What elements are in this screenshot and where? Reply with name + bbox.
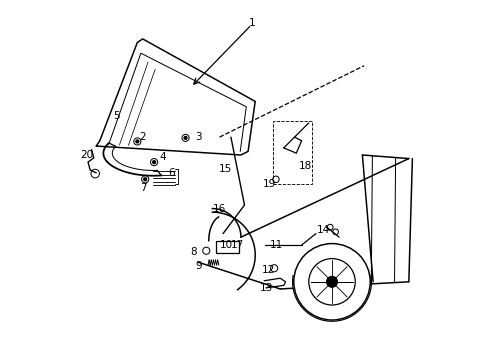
Text: 18: 18 — [298, 161, 311, 171]
Polygon shape — [96, 39, 255, 155]
FancyBboxPatch shape — [216, 241, 239, 253]
Text: 13: 13 — [260, 283, 273, 293]
Text: 5: 5 — [113, 111, 120, 121]
Text: 7: 7 — [140, 183, 147, 193]
Circle shape — [136, 140, 139, 143]
Text: 19: 19 — [263, 179, 276, 189]
Text: 9: 9 — [195, 261, 202, 271]
Text: 1: 1 — [248, 18, 254, 28]
Text: 2: 2 — [139, 132, 146, 142]
Circle shape — [184, 136, 186, 139]
Text: 15: 15 — [219, 164, 232, 174]
Text: 4: 4 — [159, 152, 165, 162]
Circle shape — [143, 178, 146, 181]
Text: 20: 20 — [80, 150, 93, 160]
Text: 6: 6 — [167, 168, 174, 178]
Circle shape — [152, 161, 155, 163]
Circle shape — [293, 244, 369, 320]
Text: 3: 3 — [194, 132, 201, 142]
Circle shape — [326, 276, 337, 287]
Text: 14: 14 — [316, 225, 329, 235]
Text: 8: 8 — [190, 247, 197, 257]
Text: 10: 10 — [220, 240, 233, 250]
Text: 11: 11 — [269, 240, 283, 250]
Text: 17: 17 — [230, 240, 244, 250]
Text: 16: 16 — [212, 203, 225, 213]
Text: 12: 12 — [262, 265, 275, 275]
